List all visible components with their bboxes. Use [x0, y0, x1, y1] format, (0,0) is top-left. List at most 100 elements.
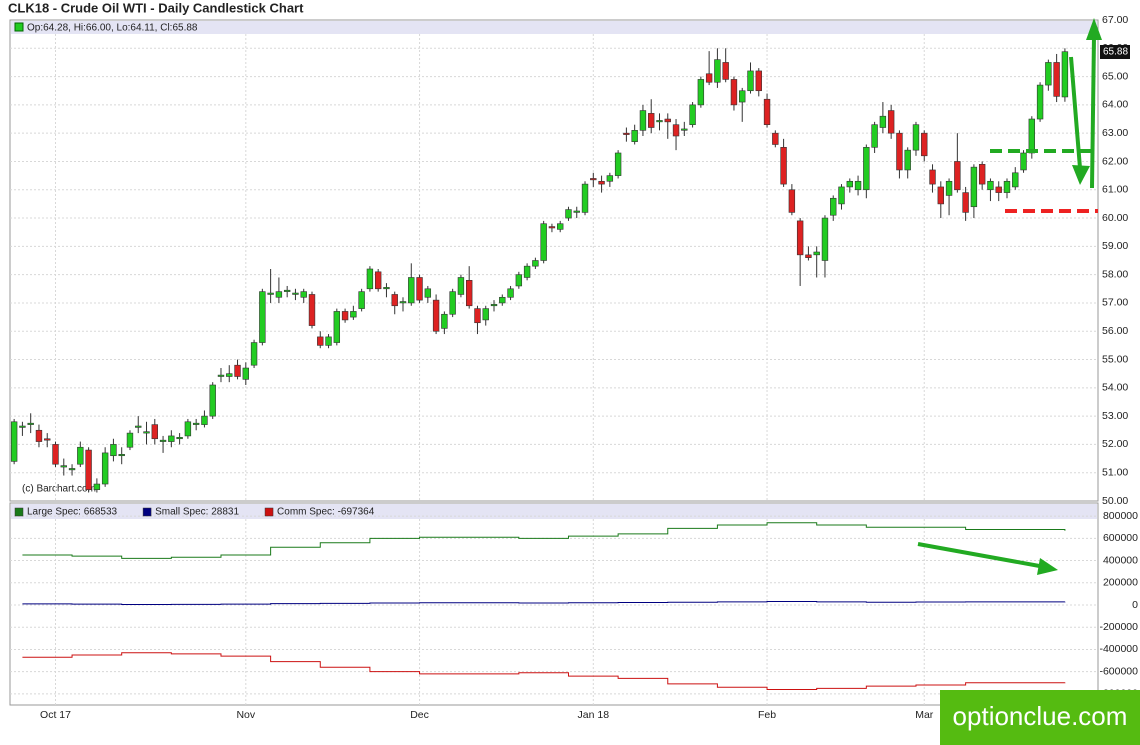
candle-body	[904, 149, 911, 171]
arrow-head	[1072, 165, 1090, 185]
candle-body	[896, 132, 903, 171]
candle-body	[722, 62, 729, 80]
candle-body	[184, 421, 192, 437]
cot-line	[22, 652, 1066, 690]
candle-body	[755, 70, 762, 92]
candle-body	[507, 288, 514, 298]
y-tick-label: 53.00	[1102, 410, 1128, 422]
candle-body	[821, 217, 829, 261]
y-tick-label: 51.00	[1102, 466, 1128, 478]
candle-body	[830, 197, 837, 216]
candle-body	[474, 308, 481, 324]
candle-body	[921, 132, 928, 157]
arrow-head	[1037, 558, 1058, 575]
candle-body	[590, 178, 597, 181]
x-tick-label: Dec	[410, 709, 429, 721]
x-tick-label: Feb	[758, 709, 776, 721]
candle-body	[805, 254, 812, 258]
candle-body	[879, 115, 887, 128]
arrow-up	[1090, 35, 1096, 189]
source-label: (c) Barchart.com	[22, 484, 96, 495]
candle-body	[1028, 118, 1036, 154]
candle-body	[532, 260, 539, 267]
candle-body	[565, 209, 572, 219]
y-tick-label: 65.00	[1102, 70, 1128, 82]
candle-body	[341, 311, 349, 321]
candle-body	[714, 59, 721, 83]
candle-body	[168, 435, 175, 442]
candle-body	[217, 374, 225, 377]
cot-arrow	[917, 542, 1046, 569]
candle-body	[945, 180, 953, 196]
candle-body	[85, 449, 92, 490]
candle-body	[325, 336, 332, 346]
candle-body	[465, 280, 473, 307]
candle-body	[648, 113, 655, 128]
candle-body	[449, 291, 456, 315]
candle-body	[730, 79, 738, 106]
candle-body	[60, 465, 67, 468]
y-tick-label: 67.00	[1102, 14, 1128, 26]
candle-body	[259, 291, 266, 343]
y-tick-label: 61.00	[1102, 184, 1128, 196]
candle-body	[813, 251, 820, 256]
candle-body	[639, 110, 647, 131]
candle-body	[672, 124, 680, 137]
candle-body	[929, 169, 936, 185]
candle-body	[226, 373, 233, 377]
candle-body	[871, 124, 878, 148]
legend-swatch	[14, 507, 24, 517]
candle-body	[606, 175, 614, 182]
y-tick-label: 50.00	[1102, 495, 1128, 507]
candle-body	[1020, 152, 1027, 171]
candle-body	[656, 120, 663, 123]
candle-body	[515, 274, 523, 287]
candle-body	[201, 415, 208, 425]
candle-body	[333, 311, 341, 343]
candle-body	[383, 287, 390, 290]
watermark-box	[940, 690, 1140, 745]
candle-body	[548, 226, 556, 229]
candle-body	[292, 292, 299, 295]
candle-body	[796, 220, 804, 256]
candle-body	[614, 152, 622, 176]
y2-tick-label: 800000	[1103, 510, 1138, 522]
cot-line	[22, 600, 1066, 605]
candle-body	[863, 147, 870, 191]
candle-body	[664, 118, 671, 123]
candle-body	[135, 425, 142, 428]
candle-body	[408, 277, 415, 304]
cot-line	[22, 522, 1066, 559]
y2-tick-label: -200000	[1099, 621, 1138, 633]
candle-body	[391, 294, 398, 307]
candle-body	[788, 189, 796, 213]
candle-body	[192, 422, 200, 425]
candle-body	[995, 186, 1002, 193]
candle-body	[143, 431, 150, 434]
candle-body	[432, 299, 440, 332]
candle-body	[978, 164, 986, 185]
cot-frame	[9, 502, 1099, 706]
candle-body	[937, 186, 944, 205]
y2-tick-label: -600000	[1099, 665, 1138, 677]
candle-body	[424, 288, 432, 298]
candle-body	[151, 424, 158, 440]
candle-body	[374, 271, 382, 290]
y-tick-label: 63.00	[1102, 127, 1128, 139]
candle-body	[52, 444, 59, 465]
candle-body	[234, 364, 241, 377]
candle-body	[631, 130, 638, 142]
candle-body	[912, 124, 920, 151]
candle-body	[1012, 172, 1019, 188]
y-tick-label: 54.00	[1102, 382, 1128, 394]
candle-body	[523, 265, 531, 278]
y-tick-label: 64.00	[1102, 99, 1128, 111]
candle-body	[987, 180, 994, 191]
candle-body	[598, 180, 605, 185]
y-tick-label: 62.00	[1102, 155, 1128, 167]
cot-legend-bar	[11, 504, 1097, 519]
candle-body	[101, 452, 109, 485]
last-price-tag	[1100, 45, 1130, 59]
